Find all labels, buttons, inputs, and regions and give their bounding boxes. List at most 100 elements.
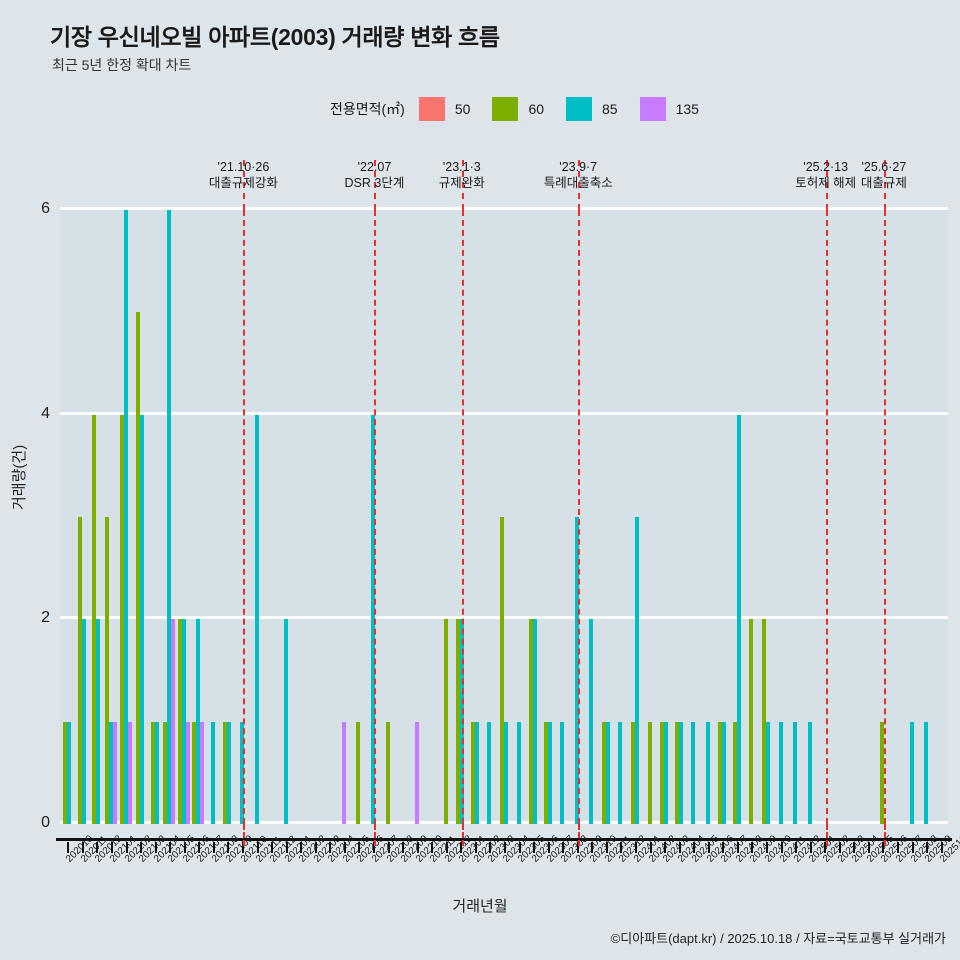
bar-202105-85[interactable] xyxy=(167,210,172,824)
bar-202012-60[interactable] xyxy=(92,414,97,824)
bar-202412-85[interactable] xyxy=(793,721,798,824)
bar-202304-60[interactable] xyxy=(500,517,504,824)
bar-202102-60[interactable] xyxy=(119,414,124,824)
bar-202408-60[interactable] xyxy=(732,721,737,824)
bar-202403-85[interactable] xyxy=(664,721,669,824)
bar-202212-60[interactable] xyxy=(443,619,448,824)
bar-202104-60[interactable] xyxy=(150,721,155,824)
bar-202110-85[interactable] xyxy=(239,721,244,824)
bar-202311-60[interactable] xyxy=(601,721,606,824)
bar-202407-85[interactable] xyxy=(722,721,727,824)
bar-202306-85[interactable] xyxy=(533,619,538,824)
x-tick-202102 xyxy=(125,842,128,853)
bar-202303-85[interactable] xyxy=(487,721,492,824)
event-date-3: '23.9·7 xyxy=(559,160,598,174)
legend-item-135[interactable]: 135 xyxy=(639,97,721,121)
bar-202306-60[interactable] xyxy=(529,619,534,824)
bar-202301-60[interactable] xyxy=(456,619,461,824)
event-line-ext-5 xyxy=(883,160,886,210)
bar-202403-60[interactable] xyxy=(660,721,665,824)
bar-202106-85[interactable] xyxy=(181,619,186,824)
bar-202109-85[interactable] xyxy=(227,721,232,824)
bar-202305-85[interactable] xyxy=(516,721,521,824)
bar-202309-85[interactable] xyxy=(574,517,579,824)
bar-202111-85[interactable] xyxy=(254,414,259,824)
bar-202102-135[interactable] xyxy=(127,721,132,824)
bar-202012-85[interactable] xyxy=(96,619,101,824)
bar-202406-85[interactable] xyxy=(705,721,710,824)
bar-202010-85[interactable] xyxy=(67,721,72,824)
bar-202410-85[interactable] xyxy=(766,721,771,824)
bar-202401-60[interactable] xyxy=(631,721,636,824)
plot-area xyxy=(60,207,948,824)
bar-202201-85[interactable] xyxy=(283,619,288,824)
bar-202107-60[interactable] xyxy=(192,721,197,824)
bar-202101-60[interactable] xyxy=(104,517,109,824)
bar-202011-85[interactable] xyxy=(81,619,86,824)
bar-202402-60[interactable] xyxy=(647,721,652,824)
x-tick-202205 xyxy=(343,842,346,853)
bar-202312-85[interactable] xyxy=(618,721,623,824)
legend-item-50[interactable]: 50 xyxy=(418,97,493,121)
bar-202508-85[interactable] xyxy=(909,721,914,824)
bar-202106-135[interactable] xyxy=(185,721,190,824)
bar-202010-60[interactable] xyxy=(63,721,68,824)
bar-202109-60[interactable] xyxy=(223,721,228,824)
bar-202011-60[interactable] xyxy=(77,517,82,824)
bar-202409-60[interactable] xyxy=(749,619,754,824)
bar-202506-60[interactable] xyxy=(880,721,885,824)
bar-202108-85[interactable] xyxy=(210,721,215,824)
bar-202411-85[interactable] xyxy=(778,721,783,824)
bar-202101-135[interactable] xyxy=(112,721,117,824)
bar-202308-85[interactable] xyxy=(560,721,565,824)
bar-202105-60[interactable] xyxy=(163,721,168,824)
x-tick-202506 xyxy=(882,842,885,853)
bar-202311-85[interactable] xyxy=(605,721,610,824)
bar-202509-85[interactable] xyxy=(924,721,929,824)
bar-202304-85[interactable] xyxy=(504,721,508,824)
bar-202210-135[interactable] xyxy=(414,721,419,824)
bar-202307-60[interactable] xyxy=(543,721,548,824)
bar-202207-85[interactable] xyxy=(370,414,375,824)
bar-202501-85[interactable] xyxy=(807,721,812,824)
bar-202404-85[interactable] xyxy=(678,721,683,824)
x-tick-202407 xyxy=(722,842,725,853)
bar-202407-60[interactable] xyxy=(718,721,723,824)
x-tick-202104 xyxy=(154,842,157,853)
bar-202302-85[interactable] xyxy=(474,721,479,824)
bar-202401-85[interactable] xyxy=(635,517,640,824)
x-tick-202105 xyxy=(169,842,172,853)
bar-202104-85[interactable] xyxy=(154,721,159,824)
bar-202408-85[interactable] xyxy=(736,414,741,824)
x-tick-202103 xyxy=(140,842,143,853)
y-axis-title: 거래량(건) xyxy=(11,444,28,510)
x-tick-202411 xyxy=(780,842,783,853)
bar-202101-85[interactable] xyxy=(108,721,113,824)
x-tick-202304 xyxy=(504,842,506,853)
event-date-4: '25.2·13 xyxy=(803,160,849,174)
bar-202107-85[interactable] xyxy=(196,619,201,824)
event-line-below-0 xyxy=(243,824,246,846)
page-subtitle: 최근 5년 한정 확대 차트 xyxy=(52,57,192,73)
bar-202404-60[interactable] xyxy=(674,721,679,824)
bar-202107-135[interactable] xyxy=(200,721,205,824)
bar-202103-85[interactable] xyxy=(140,414,145,824)
bar-202302-60[interactable] xyxy=(470,721,475,824)
bar-202103-60[interactable] xyxy=(136,312,141,824)
legend-label-60: 60 xyxy=(528,101,545,117)
bar-202410-60[interactable] xyxy=(762,619,767,824)
bar-202208-60[interactable] xyxy=(385,721,390,824)
legend-item-85[interactable]: 85 xyxy=(566,97,640,121)
bar-202310-85[interactable] xyxy=(589,619,594,824)
legend-item-60[interactable]: 60 xyxy=(492,97,566,121)
x-tick-202504 xyxy=(853,842,856,853)
bar-202307-85[interactable] xyxy=(547,721,552,824)
x-tick-202302 xyxy=(474,842,477,853)
bar-202205-135[interactable] xyxy=(341,721,346,824)
bar-202405-85[interactable] xyxy=(691,721,696,824)
bar-202102-85[interactable] xyxy=(123,210,128,824)
legend: 전용면적(㎡) 50 60 85 135 xyxy=(330,96,721,122)
bar-202106-60[interactable] xyxy=(177,619,182,824)
bar-202206-60[interactable] xyxy=(356,721,361,824)
bar-202105-135[interactable] xyxy=(171,619,176,824)
